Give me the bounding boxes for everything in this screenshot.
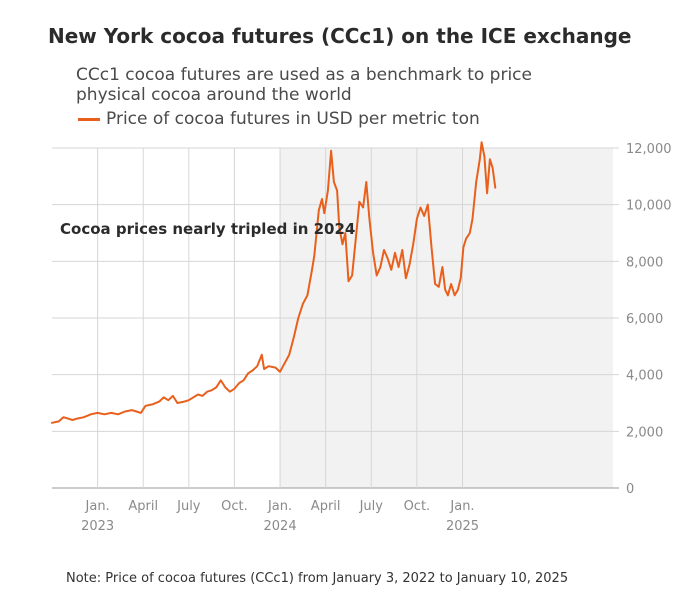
y-tick-label: 8,000 xyxy=(626,255,663,270)
y-tick-label: 2,000 xyxy=(626,425,663,440)
chart-subtitle: CCc1 cocoa futures are used as a benchma… xyxy=(76,65,532,105)
gridlines xyxy=(52,147,619,489)
x-tick-label: July xyxy=(359,499,384,514)
chart-title: New York cocoa futures (CCc1) on the ICE… xyxy=(48,24,632,48)
x-tick-year-label: 2023 xyxy=(81,519,114,534)
x-tick-label: April xyxy=(311,499,341,514)
y-tick-label: 10,000 xyxy=(626,199,672,214)
y-axis: 0 2,000 4,000 6,000 8,000 10,000 12,000 xyxy=(626,142,672,497)
x-axis: Jan. 2023 April July Oct. Jan. 2024 April July Oc… xyxy=(81,499,479,534)
y-tick-label: 12,000 xyxy=(626,142,672,157)
x-tick-label: Oct. xyxy=(221,499,248,514)
x-tick-label: Jan. xyxy=(449,499,474,514)
y-tick-label: 4,000 xyxy=(626,369,663,384)
series-group xyxy=(51,141,497,424)
x-tick-label: July xyxy=(176,499,201,514)
x-tick-label: April xyxy=(128,499,158,514)
x-tick-label: Jan. xyxy=(267,499,292,514)
y-tick-label: 6,000 xyxy=(626,312,663,327)
chart-annotation: Cocoa prices nearly tripled in 2024 xyxy=(60,220,355,238)
x-tick-label: Oct. xyxy=(404,499,431,514)
x-tick-year-label: 2025 xyxy=(446,519,479,534)
y-tick-label: 0 xyxy=(626,482,634,497)
x-tick-label: Jan. xyxy=(85,499,110,514)
chart-note: Note: Price of cocoa futures (CCc1) from… xyxy=(66,571,569,586)
legend-label: Price of cocoa futures in USD per metric… xyxy=(106,109,480,129)
price-line xyxy=(51,141,497,424)
legend-swatch xyxy=(78,117,100,121)
legend: Price of cocoa futures in USD per metric… xyxy=(78,109,480,129)
x-tick-year-label: 2024 xyxy=(264,519,297,534)
